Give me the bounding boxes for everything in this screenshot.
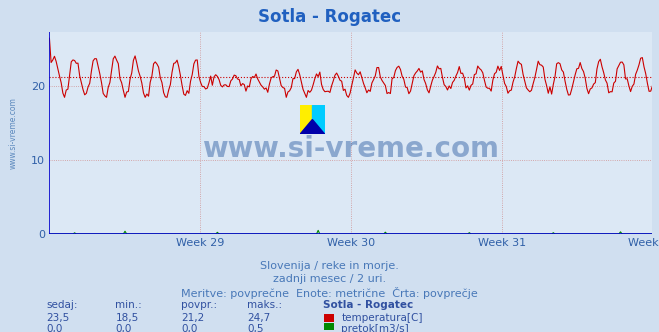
Text: Sotla - Rogatec: Sotla - Rogatec	[323, 300, 413, 310]
Text: zadnji mesec / 2 uri.: zadnji mesec / 2 uri.	[273, 274, 386, 284]
Text: sedaj:: sedaj:	[46, 300, 78, 310]
Text: 23,5: 23,5	[46, 313, 69, 323]
Text: 0,0: 0,0	[115, 324, 132, 332]
Polygon shape	[300, 120, 325, 134]
Text: 0,0: 0,0	[181, 324, 198, 332]
Text: maks.:: maks.:	[247, 300, 282, 310]
Text: temperatura[C]: temperatura[C]	[341, 313, 423, 323]
Text: povpr.:: povpr.:	[181, 300, 217, 310]
Text: 21,2: 21,2	[181, 313, 204, 323]
Bar	[312, 105, 325, 134]
Bar	[300, 105, 312, 134]
Text: 18,5: 18,5	[115, 313, 138, 323]
Text: 0,5: 0,5	[247, 324, 264, 332]
Text: min.:: min.:	[115, 300, 142, 310]
Text: Slovenija / reke in morje.: Slovenija / reke in morje.	[260, 261, 399, 271]
Text: pretok[m3/s]: pretok[m3/s]	[341, 324, 409, 332]
Text: Sotla - Rogatec: Sotla - Rogatec	[258, 8, 401, 26]
Text: Meritve: povprečne  Enote: metrične  Črta: povprečje: Meritve: povprečne Enote: metrične Črta:…	[181, 287, 478, 299]
Text: www.si-vreme.com: www.si-vreme.com	[202, 135, 500, 163]
Text: 0,0: 0,0	[46, 324, 63, 332]
Text: 24,7: 24,7	[247, 313, 270, 323]
Text: www.si-vreme.com: www.si-vreme.com	[9, 97, 18, 169]
